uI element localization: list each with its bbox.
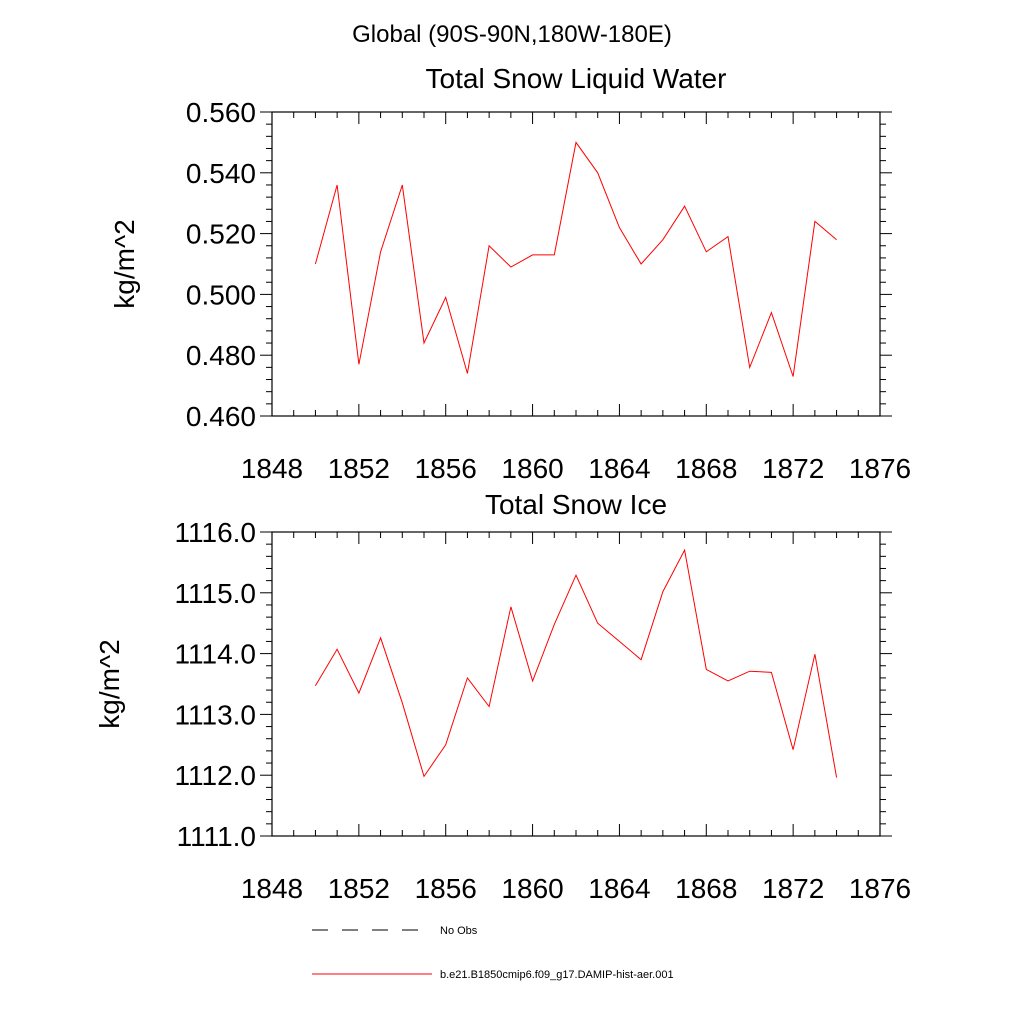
series-lines (314, 548, 838, 778)
chart-snow-ice: Total Snow Ice kg/m^2 1848 1852 1856 1860 18… (94, 489, 911, 904)
y-tick-label: 1113.0 (175, 699, 256, 730)
x-tick-label: 1872 (762, 873, 824, 904)
legend: No Obs b.e21.B1850cmip6.f09_g17.DAMIP-hi… (312, 925, 674, 981)
x-tick-label: 1848 (241, 453, 303, 484)
y-tick-label: 0.480 (186, 340, 256, 371)
x-tick-label: 1848 (241, 873, 303, 904)
x-tick-label: 1860 (501, 873, 563, 904)
x-tick-label: 1856 (415, 453, 477, 484)
y-tick-label: 0.500 (186, 279, 256, 310)
x-tick-label: 1864 (588, 873, 650, 904)
y-tick-label: 1115.0 (175, 578, 256, 609)
series-line (314, 141, 837, 377)
chart-title: Total Snow Ice (485, 489, 667, 520)
page-title: Global (90S-90N,180W-180E) (352, 21, 672, 48)
y-tick-label: 0.520 (186, 219, 256, 250)
plot-frame (271, 111, 881, 417)
x-tick-label: 1876 (849, 873, 911, 904)
x-tick-label: 1860 (501, 453, 563, 484)
legend-obs-label: No Obs (440, 925, 478, 937)
y-tick-label: 0.460 (186, 401, 256, 432)
series-lines (314, 141, 837, 377)
chart-snow-liquid-water: Total Snow Liquid Water kg/m^2 1848 1852 1… (109, 63, 911, 484)
legend-model-label: b.e21.B1850cmip6.f09_g17.DAMIP-hist-aer.… (440, 969, 674, 981)
y-tick-label: 1112.0 (175, 760, 256, 791)
x-tick-label: 1868 (675, 873, 737, 904)
x-tick-label: 1872 (762, 453, 824, 484)
y-axis-label: kg/m^2 (109, 219, 140, 308)
y-tick-label: 0.560 (186, 97, 256, 128)
y-tick-label: 1114.0 (175, 639, 256, 670)
x-tick-label: 1852 (328, 453, 390, 484)
plot-frame (271, 531, 881, 837)
x-tick-label: 1852 (328, 873, 390, 904)
x-tick-label: 1864 (588, 453, 650, 484)
y-tick-label: 1116.0 (175, 517, 256, 548)
y-axis-label: kg/m^2 (94, 639, 125, 728)
y-tick-label: 1111.0 (177, 821, 256, 852)
x-tick-label: 1868 (675, 453, 737, 484)
x-tick-label: 1876 (849, 453, 911, 484)
axis-ticks: 1848 1852 1856 1860 1864 1868 1872 1876 1111.0 11… (175, 517, 912, 904)
chart-title: Total Snow Liquid Water (426, 63, 727, 94)
y-tick-label: 0.540 (186, 158, 256, 189)
axis-ticks: 1848 1852 1856 1860 1864 1868 1872 1876 0.460 0.4… (186, 97, 911, 484)
x-tick-label: 1856 (415, 873, 477, 904)
series-line (314, 548, 838, 778)
